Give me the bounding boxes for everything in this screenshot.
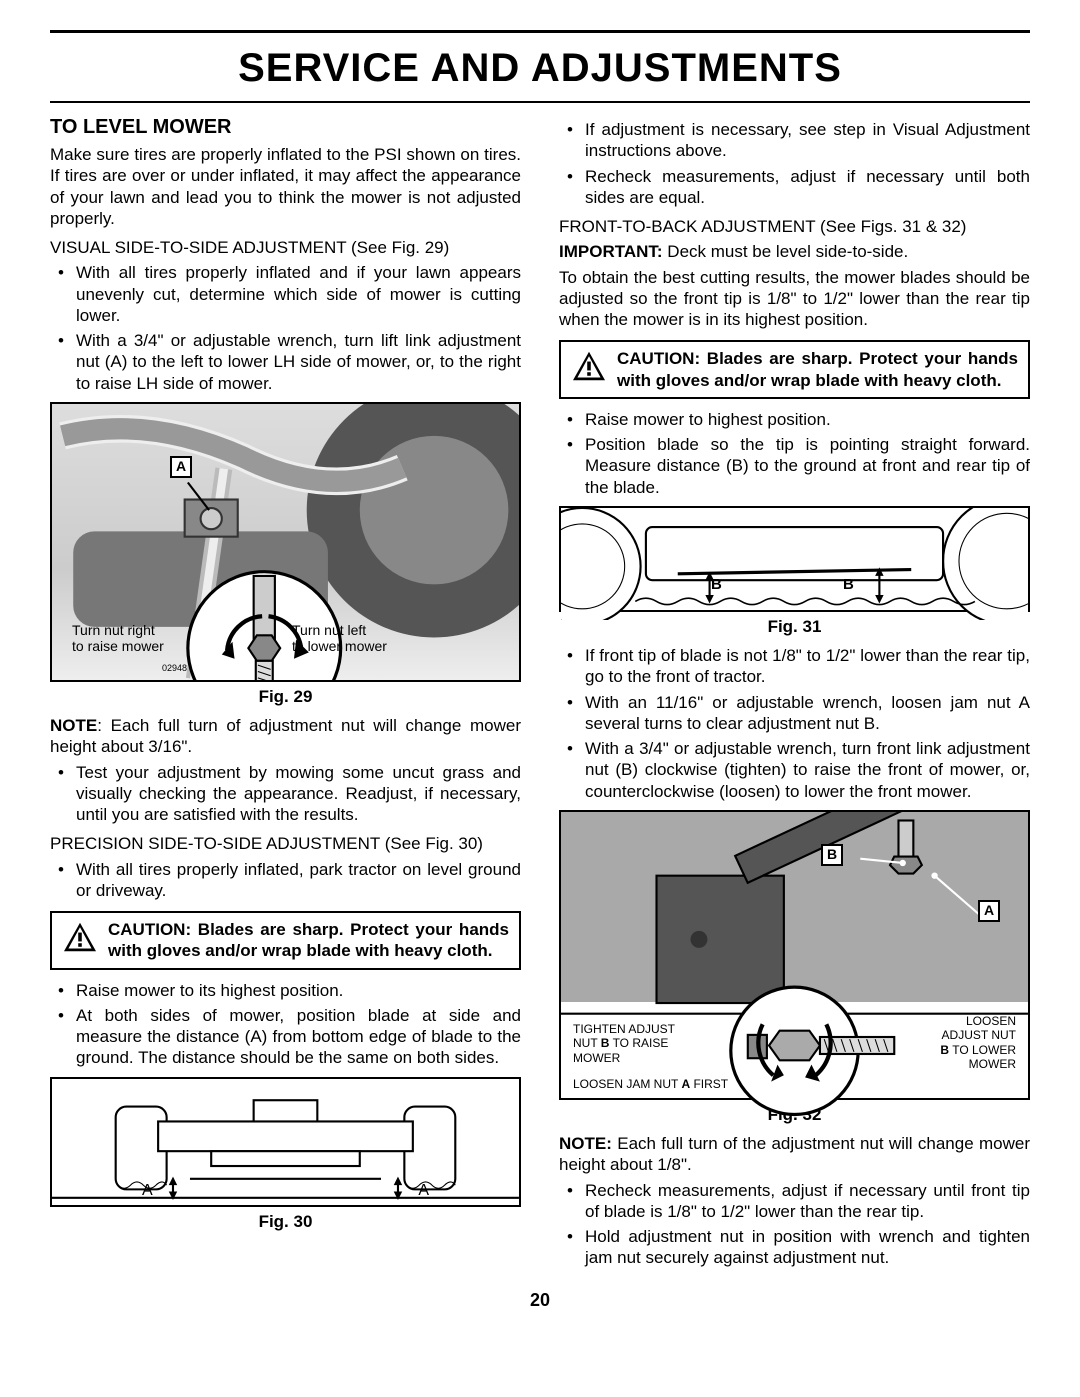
caution-box-2: CAUTION: Blades are sharp. Protect your … <box>559 340 1030 399</box>
warning-icon <box>62 921 98 953</box>
best-results-paragraph: To obtain the best cutting results, the … <box>559 267 1030 331</box>
list-item: With a 3/4" or adjustable wrench, turn f… <box>559 738 1030 802</box>
caution-text: CAUTION: Blades are sharp. Protect your … <box>108 919 509 962</box>
list-item: At both sides of mower, position blade a… <box>50 1005 521 1069</box>
intro-paragraph: Make sure tires are properly inflated to… <box>50 144 521 229</box>
important-line: IMPORTANT: Deck must be level side-to-si… <box>559 241 1030 262</box>
page-title: SERVICE AND ADJUSTMENTS <box>50 39 1030 101</box>
figure-31-label-b-right: B <box>843 576 854 595</box>
figure-31-label-b-left: B <box>711 576 722 595</box>
right-top-list: If adjustment is necessary, see step in … <box>559 119 1030 208</box>
list-item: Recheck measurements, adjust if necessar… <box>559 166 1030 209</box>
list-item: Raise mower to highest position. <box>559 409 1030 430</box>
figure-29-turn-left-label: Turn nut left to lower mower <box>292 622 387 654</box>
after-fig31-list: If front tip of blade is not 1/8" to 1/2… <box>559 645 1030 802</box>
note-lead: NOTE <box>50 716 97 735</box>
section-heading-level-mower: To Level Mower <box>50 115 521 140</box>
figure-30-illustration <box>52 1079 519 1217</box>
figure-32-illustration <box>561 812 1028 1120</box>
front-back-heading: FRONT-TO-BACK ADJUSTMENT (See Figs. 31 &… <box>559 216 1030 237</box>
final-list: Recheck measurements, adjust if necessar… <box>559 1180 1030 1269</box>
figure-30-label-a-left: A <box>142 1181 153 1201</box>
figure-32-label-a: A <box>978 900 1000 922</box>
precision-list-2: Raise mower to its highest position. At … <box>50 980 521 1069</box>
figure-29: A Turn nut right to raise mower Turn nut… <box>50 402 521 682</box>
list-item: Test your adjustment by mowing some uncu… <box>50 762 521 826</box>
list-item: Position blade so the tip is pointing st… <box>559 434 1030 498</box>
figure-32-loosen-label: LOOSEN ADJUST NUT B TO LOWER MOWER <box>940 1014 1016 1072</box>
list-item: Recheck measurements, adjust if necessar… <box>559 1180 1030 1223</box>
note-paragraph: NOTE: Each full turn of adjustment nut w… <box>50 715 521 758</box>
figure-29-caption: Fig. 29 <box>50 686 521 707</box>
after-caution-list: Raise mower to highest position. Positio… <box>559 409 1030 498</box>
visual-side-list: With all tires properly inflated and if … <box>50 262 521 394</box>
precision-list-1: With all tires properly inflated, park t… <box>50 859 521 902</box>
figure-29-part-number: 02948 <box>162 663 187 674</box>
list-item: Raise mower to its highest position. <box>50 980 521 1001</box>
top-rule <box>50 30 1030 33</box>
figure-32-label-b: B <box>821 844 843 866</box>
figure-32-tighten-label: TIGHTEN ADJUST NUT B TO RAISE MOWER <box>573 1022 675 1065</box>
figure-32: B A TIGHTEN ADJUST NUT B TO RAISE MOWER … <box>559 810 1030 1100</box>
important-lead: IMPORTANT: <box>559 242 663 261</box>
caution-text: CAUTION: Blades are sharp. Protect your … <box>617 348 1018 391</box>
figure-31-illustration <box>561 508 1028 621</box>
list-item: If front tip of blade is not 1/8" to 1/2… <box>559 645 1030 688</box>
figure-29-label-a: A <box>170 456 192 478</box>
column-left: To Level Mower Make sure tires are prope… <box>50 115 521 1273</box>
page-number: 20 <box>50 1289 1030 1312</box>
post-note-list: Test your adjustment by mowing some uncu… <box>50 762 521 826</box>
note-lead: NOTE: <box>559 1134 612 1153</box>
list-item: If adjustment is necessary, see step in … <box>559 119 1030 162</box>
list-item: With all tires properly inflated, park t… <box>50 859 521 902</box>
warning-icon <box>571 350 607 382</box>
two-column-layout: To Level Mower Make sure tires are prope… <box>50 115 1030 1273</box>
list-item: With an 11/16" or adjustable wrench, loo… <box>559 692 1030 735</box>
note-paragraph-2: NOTE: Each full turn of the adjustment n… <box>559 1133 1030 1176</box>
figure-29-turn-right-label: Turn nut right to raise mower <box>72 622 164 654</box>
list-item: With all tires properly inflated and if … <box>50 262 521 326</box>
caution-box-1: CAUTION: Blades are sharp. Protect your … <box>50 911 521 970</box>
title-underline <box>50 101 1030 103</box>
column-right: If adjustment is necessary, see step in … <box>559 115 1030 1273</box>
visual-side-heading: VISUAL SIDE-TO-SIDE ADJUSTMENT (See Fig.… <box>50 237 521 258</box>
figure-32-loosen-jam-label: LOOSEN JAM NUT A FIRST <box>573 1077 728 1092</box>
list-item: With a 3/4" or adjustable wrench, turn l… <box>50 330 521 394</box>
figure-31: B B <box>559 506 1030 612</box>
figure-30: A A <box>50 1077 521 1207</box>
list-item: Hold adjustment nut in position with wre… <box>559 1226 1030 1269</box>
precision-heading: PRECISION SIDE-TO-SIDE ADJUSTMENT (See F… <box>50 833 521 854</box>
figure-30-label-a-right: A <box>418 1181 429 1201</box>
